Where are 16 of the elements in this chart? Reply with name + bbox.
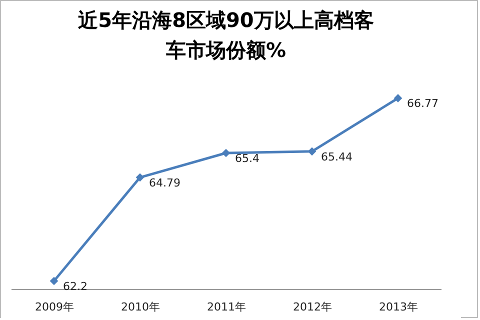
x-tick-label: 2011年 [207,300,246,314]
data-label: 64.79 [149,176,180,190]
point [136,173,144,182]
point [50,276,58,286]
x-tick-label: 2010年 [121,300,160,314]
chart-title: 近5年沿海8区域90万以上高档客车市场份额% [77,8,374,62]
point [222,148,230,158]
x-tick-label: 2013年 [379,300,418,314]
data-label: 65.44 [321,150,352,164]
x-tick-label: 2009年 [35,300,74,314]
point [308,147,316,156]
point [394,94,402,102]
data-label: 62.2 [63,280,88,293]
data-label: 65.4 [235,152,260,165]
data-label: 66.77 [407,97,438,110]
x-tick-label: 2012年 [293,300,332,314]
